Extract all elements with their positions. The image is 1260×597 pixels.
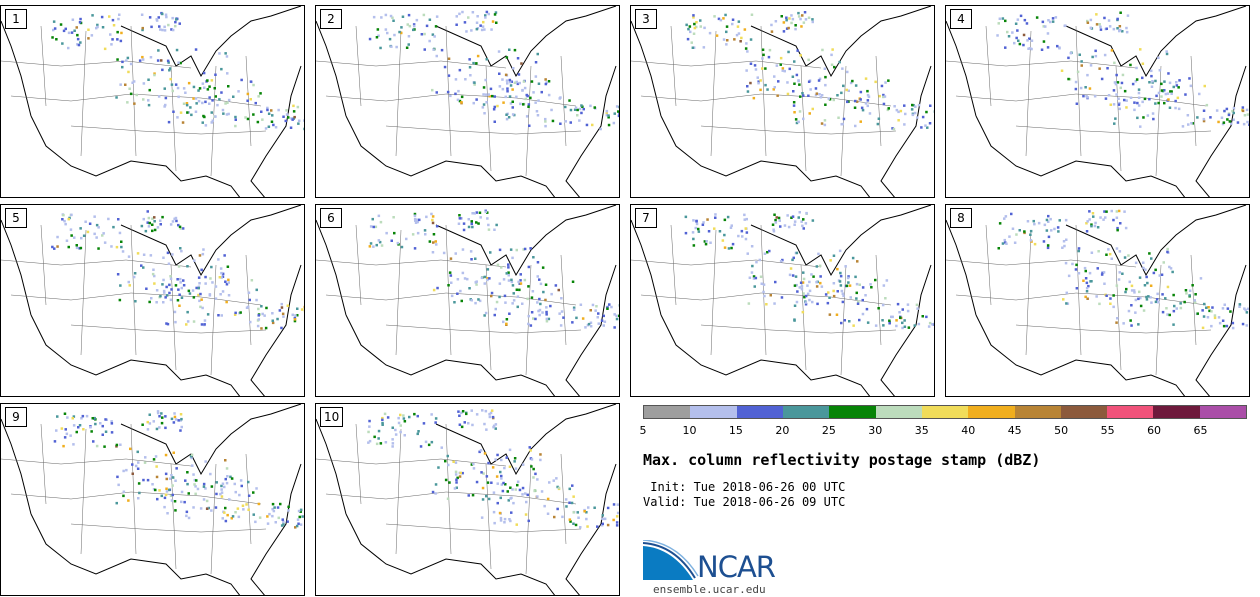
colorbar-tick-label: 45 <box>1007 424 1022 437</box>
colorbar-segment <box>875 406 922 418</box>
colorbar-segment <box>921 406 969 418</box>
reflectivity-colorbar <box>643 405 1247 419</box>
colorbar-tick-label: 40 <box>961 424 976 437</box>
colorbar-tick-label: 55 <box>1100 424 1115 437</box>
colorbar-segment <box>736 406 783 418</box>
ensemble-url: ensemble.ucar.edu <box>653 583 766 596</box>
valid-time: Valid: Tue 2018-06-26 09 UTC <box>643 495 846 509</box>
postage-stamp-panel: 1 <box>0 5 305 198</box>
colorbar-segment <box>1107 406 1154 418</box>
init-time: Init: Tue 2018-06-26 00 UTC <box>643 480 846 494</box>
colorbar-segment <box>644 406 691 418</box>
colorbar-segment <box>829 406 876 418</box>
panel-member-number: 7 <box>635 208 657 228</box>
colorbar-tick-label: 25 <box>821 424 836 437</box>
panel-member-number: 9 <box>5 407 27 427</box>
postage-stamp-panel: 8 <box>945 204 1250 397</box>
panel-member-number: 3 <box>635 9 657 29</box>
panel-member-number: 10 <box>320 407 344 427</box>
colorbar-segment <box>1199 406 1247 418</box>
panel-member-number: 6 <box>320 208 342 228</box>
colorbar-tick-label: 60 <box>1147 424 1162 437</box>
colorbar-tick-label: 5 <box>639 424 647 437</box>
colorbar-segment <box>782 406 830 418</box>
colorbar-segment <box>1060 406 1108 418</box>
colorbar-tick-label: 10 <box>682 424 697 437</box>
colorbar-ticks: 5 10 15 20 25 30 35 40 45 50 55 60 65 <box>639 424 1247 438</box>
panel-member-number: 4 <box>950 9 972 29</box>
ncar-logo-icon <box>643 540 699 580</box>
colorbar-tick-label: 20 <box>775 424 790 437</box>
colorbar-segment <box>968 406 1015 418</box>
postage-stamp-panel: 5 <box>0 204 305 397</box>
colorbar-tick-label: 50 <box>1054 424 1069 437</box>
panel-member-number: 1 <box>5 9 27 29</box>
postage-stamp-panel: 9 <box>0 403 305 596</box>
colorbar-tick-label: 65 <box>1193 424 1208 437</box>
ncar-logo-text: NCAR <box>697 550 776 584</box>
colorbar-segment <box>1153 406 1200 418</box>
postage-stamp-panel: 10 <box>315 403 620 596</box>
colorbar-segment <box>1014 406 1061 418</box>
postage-stamp-panel: 4 <box>945 5 1250 198</box>
figure-title: Max. column reflectivity postage stamp (… <box>643 451 1041 469</box>
postage-stamp-panel: 2 <box>315 5 620 198</box>
postage-stamp-panel: 3 <box>630 5 935 198</box>
colorbar-tick-label: 30 <box>868 424 883 437</box>
colorbar-tick-label: 15 <box>728 424 743 437</box>
panel-member-number: 2 <box>320 9 342 29</box>
postage-stamp-panel: 6 <box>315 204 620 397</box>
postage-stamp-panel: 7 <box>630 204 935 397</box>
colorbar-tick-label: 35 <box>914 424 929 437</box>
colorbar-segment <box>690 406 737 418</box>
panel-member-number: 8 <box>950 208 972 228</box>
panel-member-number: 5 <box>5 208 27 228</box>
